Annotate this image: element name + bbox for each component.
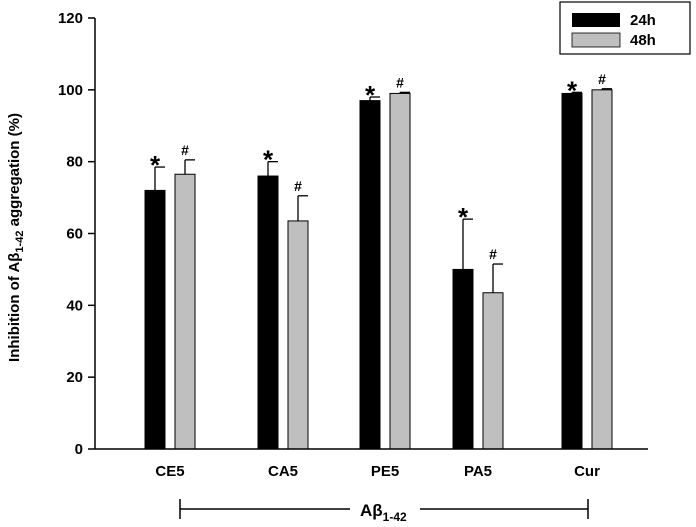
significance-marker-pe5-48h: #: [396, 74, 404, 90]
bracket-label-sub: 1-42: [383, 510, 407, 524]
bracket-label-main: Aβ: [360, 501, 383, 520]
x-tick-label-pa5: PA5: [464, 463, 492, 480]
bracket-label-bg: [350, 496, 420, 524]
x-axis-labels: CE5 CA5 PE5 PA5 Cur: [155, 463, 600, 480]
y-tick-label-120: 120: [58, 10, 83, 27]
bar-pa5-48h: [482, 292, 504, 450]
bar-ca5-48h: [287, 220, 309, 450]
bar-cur-48h: [591, 89, 613, 450]
y-tick-label-80: 80: [66, 154, 83, 171]
y-axis-ticks: 0 20 40 60 80 100 120: [58, 10, 95, 458]
bar-ca5-24h: [257, 175, 279, 450]
y-axis-label-subscript: 1-42: [14, 231, 26, 253]
y-tick-label-40: 40: [66, 297, 83, 314]
significance-marker-pa5-48h: #: [489, 246, 497, 262]
significance-marker-ce5-48h: #: [181, 142, 189, 158]
bar-pe5-24h: [359, 100, 381, 450]
x-tick-label-ce5: CE5: [155, 463, 184, 480]
significance-marker-ca5-24h: *: [263, 145, 274, 175]
y-axis-label: Inhibition of Aβ1-42 aggregation (%): [6, 113, 26, 362]
legend-label-48h: 48h: [630, 32, 656, 49]
legend-label-24h: 24h: [630, 12, 656, 29]
significance-marker-ce5-24h: *: [150, 150, 161, 180]
legend-swatch-48h: [571, 32, 621, 48]
significance-marker-cur-48h: #: [598, 71, 606, 87]
x-tick-label-cur: Cur: [574, 463, 600, 480]
y-axis-label-prefix: Inhibition of Aβ: [6, 253, 23, 362]
x-tick-label-pe5: PE5: [371, 463, 399, 480]
y-tick-label-60: 60: [66, 226, 83, 243]
bar-pe5-48h: [389, 92, 411, 450]
bracket-label: Aβ1-42: [360, 501, 407, 524]
legend-swatch-24h: [572, 13, 620, 27]
bar-cur-24h: [561, 92, 583, 450]
x-tick-label-ca5: CA5: [268, 463, 298, 480]
significance-marker-ca5-48h: #: [294, 178, 302, 194]
bar-ce5-24h: [144, 189, 166, 450]
y-tick-label-0: 0: [75, 441, 83, 458]
y-tick-label-100: 100: [58, 82, 83, 99]
bar-group: * # * # * # * # * #: [144, 71, 613, 450]
ab-bracket: Aβ1-42: [179, 496, 589, 524]
bar-ce5-48h: [174, 173, 196, 450]
significance-marker-cur-24h: *: [567, 75, 578, 105]
y-axis-label-suffix: aggregation (%): [6, 113, 23, 231]
bar-pa5-24h: [452, 268, 474, 450]
y-tick-label-20: 20: [66, 369, 83, 386]
significance-marker-pa5-24h: *: [458, 202, 469, 232]
legend: 24h 48h: [559, 1, 691, 55]
significance-marker-pe5-24h: *: [365, 80, 376, 110]
